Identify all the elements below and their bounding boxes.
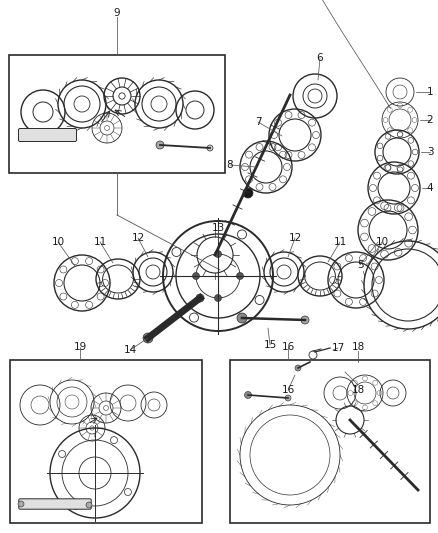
Text: 10: 10 bbox=[51, 237, 64, 247]
Bar bbox=[230, 360, 430, 523]
Text: 18: 18 bbox=[351, 342, 364, 352]
Text: 2: 2 bbox=[427, 115, 433, 125]
Circle shape bbox=[285, 395, 291, 401]
Bar bbox=[10, 360, 202, 523]
Text: 6: 6 bbox=[317, 53, 323, 63]
Text: 1: 1 bbox=[427, 87, 433, 97]
Text: 11: 11 bbox=[333, 237, 346, 247]
Circle shape bbox=[18, 501, 24, 507]
Text: 11: 11 bbox=[93, 237, 106, 247]
Text: 13: 13 bbox=[212, 223, 225, 233]
Text: 16: 16 bbox=[281, 385, 295, 395]
Text: 8: 8 bbox=[227, 160, 233, 170]
Circle shape bbox=[196, 294, 204, 302]
Text: 5: 5 bbox=[357, 260, 363, 270]
Circle shape bbox=[301, 316, 309, 324]
Text: 9: 9 bbox=[114, 8, 120, 18]
Circle shape bbox=[86, 502, 92, 508]
Text: 18: 18 bbox=[351, 385, 364, 395]
Circle shape bbox=[192, 272, 199, 279]
Text: 12: 12 bbox=[131, 233, 145, 243]
Text: 14: 14 bbox=[124, 345, 137, 355]
Text: 3: 3 bbox=[427, 147, 433, 157]
FancyBboxPatch shape bbox=[18, 128, 77, 141]
Circle shape bbox=[244, 392, 251, 399]
Circle shape bbox=[215, 251, 222, 257]
Text: 19: 19 bbox=[74, 342, 87, 352]
Bar bbox=[9, 55, 225, 173]
Text: 4: 4 bbox=[427, 183, 433, 193]
Circle shape bbox=[207, 145, 213, 151]
Circle shape bbox=[143, 333, 153, 343]
Circle shape bbox=[295, 365, 301, 371]
Text: 15: 15 bbox=[263, 340, 277, 350]
Text: 12: 12 bbox=[288, 233, 302, 243]
Text: 16: 16 bbox=[281, 342, 295, 352]
Text: 17: 17 bbox=[332, 343, 345, 353]
Circle shape bbox=[156, 141, 164, 149]
Circle shape bbox=[215, 295, 222, 302]
Circle shape bbox=[243, 188, 253, 198]
Text: 10: 10 bbox=[375, 237, 389, 247]
FancyBboxPatch shape bbox=[19, 499, 91, 509]
Circle shape bbox=[237, 272, 244, 279]
Text: 7: 7 bbox=[254, 117, 261, 127]
Circle shape bbox=[237, 313, 247, 323]
